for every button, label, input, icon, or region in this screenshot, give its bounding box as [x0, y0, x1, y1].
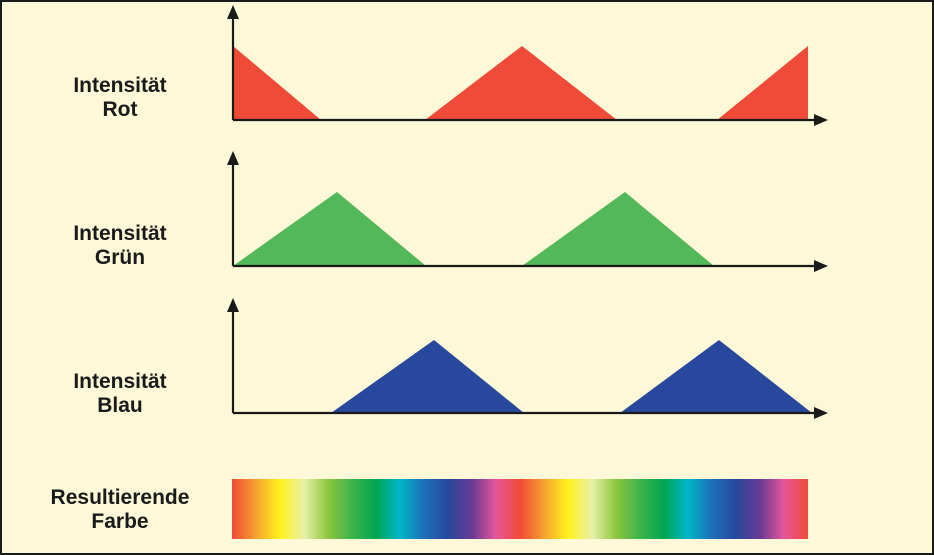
blue-y-axis-arrow — [227, 298, 239, 312]
resulting-color-spectrum — [232, 479, 808, 539]
result-label-line2: Farbe — [91, 510, 149, 533]
red-triangle-1 — [233, 46, 321, 120]
green-triangle-1 — [233, 192, 426, 266]
red-triangle-3 — [717, 46, 808, 120]
green-x-axis-arrow — [814, 260, 828, 272]
blue-triangle-1 — [331, 340, 524, 413]
blue-x-axis-arrow — [814, 407, 828, 419]
green-label-line1: Intensität — [73, 222, 167, 245]
red-label-line2: Rot — [102, 98, 138, 121]
green-y-axis-arrow — [227, 151, 239, 165]
green-triangle-2 — [522, 192, 714, 266]
red-y-axis-arrow — [227, 5, 239, 19]
red-triangle-2 — [425, 46, 617, 120]
blue-intensity-plot — [227, 298, 828, 419]
red-intensity-label: Intensität Rot — [15, 74, 225, 122]
red-intensity-plot — [227, 5, 828, 126]
blue-intensity-label: Intensität Blau — [15, 370, 225, 418]
green-intensity-plot — [227, 151, 828, 272]
blue-triangle-2 — [620, 340, 812, 413]
blue-label-line1: Intensität — [73, 370, 167, 393]
green-intensity-label: Intensität Grün — [15, 222, 225, 270]
resulting-color-label: Resultierende Farbe — [15, 486, 225, 534]
green-label-line2: Grün — [94, 246, 146, 269]
result-label-line1: Resultierende — [50, 486, 190, 509]
red-x-axis-arrow — [814, 114, 828, 126]
red-label-line1: Intensität — [73, 74, 167, 97]
blue-label-line2: Blau — [97, 394, 143, 417]
